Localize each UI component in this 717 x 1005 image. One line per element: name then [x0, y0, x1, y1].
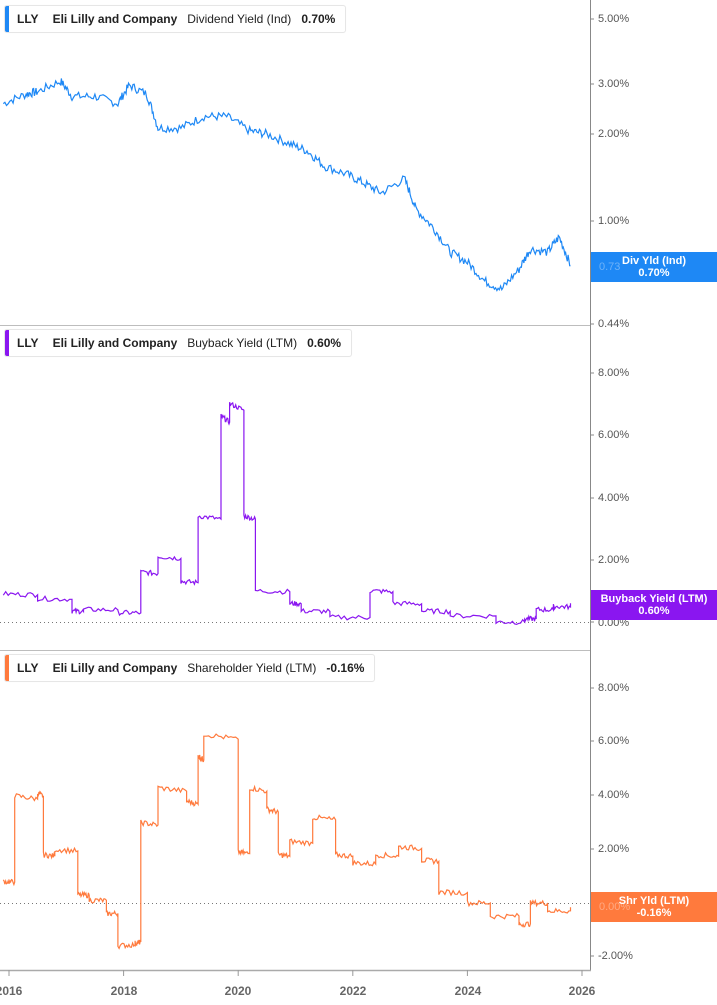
x-tick-label: 2018 [110, 984, 138, 998]
y-tick-label: 8.00% [598, 682, 630, 694]
y-tick-label: 0.00% [598, 617, 630, 629]
shareholder-yield-line [2, 733, 572, 950]
legend-value: 0.60% [307, 336, 342, 350]
legend-value: 0.70% [301, 12, 336, 26]
legend-dividend-yield[interactable]: LLY Eli Lilly and Company Dividend Yield… [4, 5, 347, 33]
ghost-tick-label: 0.00% [599, 901, 631, 913]
buyback-yield-line [2, 401, 572, 626]
x-tick-label: 2020 [224, 984, 252, 998]
y-tick-label: -2.00% [598, 950, 633, 962]
legend-metric: Shareholder Yield (LTM) [187, 661, 317, 675]
y-tick-label: 5.00% [598, 13, 630, 25]
y-tick-label: 2.00% [598, 128, 630, 140]
legend-company: Eli Lilly and Company [52, 336, 178, 350]
series-color-swatch [5, 330, 9, 356]
current-value-badge-dividend: 0.73 Div Yld (Ind) 0.70% [591, 252, 717, 282]
badge-label: Buyback Yield (LTM) [600, 593, 708, 605]
y-tick-label: 2.00% [598, 843, 630, 855]
legend-metric: Dividend Yield (Ind) [187, 12, 292, 26]
legend-ticker: LLY [17, 12, 39, 26]
y-tick-label: 3.00% [598, 78, 630, 90]
badge-label: Shr Yld (LTM) [618, 895, 690, 907]
current-value-badge-shareholder: 0.00% Shr Yld (LTM) -0.16% [591, 892, 717, 922]
series-color-swatch [5, 655, 9, 681]
y-tick-label: 6.00% [598, 735, 630, 747]
x-tick-label: 2016 [0, 984, 23, 998]
legend-buyback-yield[interactable]: LLY Eli Lilly and Company Buyback Yield … [4, 329, 353, 357]
y-tick-label: 6.00% [598, 429, 630, 441]
legend-company: Eli Lilly and Company [52, 661, 178, 675]
badge-value: 0.60% [638, 605, 670, 617]
badge-label: Div Yld (Ind) [622, 255, 686, 267]
badge-value: -0.16% [636, 907, 672, 919]
legend-shareholder-yield[interactable]: LLY Eli Lilly and Company Shareholder Yi… [4, 654, 376, 682]
legend-company: Eli Lilly and Company [52, 12, 178, 26]
x-tick-label: 2026 [568, 984, 596, 998]
dividend-yield-line [2, 78, 571, 292]
x-tick-label: 2024 [454, 984, 482, 998]
badge-value: 0.70% [638, 267, 670, 279]
legend-ticker: LLY [17, 336, 39, 350]
y-tick-label: 2.00% [598, 554, 630, 566]
x-tick-label: 2022 [339, 984, 367, 998]
x-axis-ticks [8, 970, 583, 976]
legend-value: -0.16% [326, 661, 365, 675]
y-tick-label: 0.44% [598, 318, 630, 330]
legend-ticker: LLY [17, 661, 39, 675]
series-color-swatch [5, 6, 9, 32]
y-tick-label: 4.00% [598, 789, 630, 801]
y-tick-label: 4.00% [598, 492, 630, 504]
ghost-tick-label: 0.73 [599, 261, 621, 273]
current-value-badge-buyback: Buyback Yield (LTM) 0.60% [591, 590, 717, 620]
legend-metric: Buyback Yield (LTM) [187, 336, 298, 350]
y-tick-label: 8.00% [598, 367, 630, 379]
y-tick-label: 1.00% [598, 215, 630, 227]
